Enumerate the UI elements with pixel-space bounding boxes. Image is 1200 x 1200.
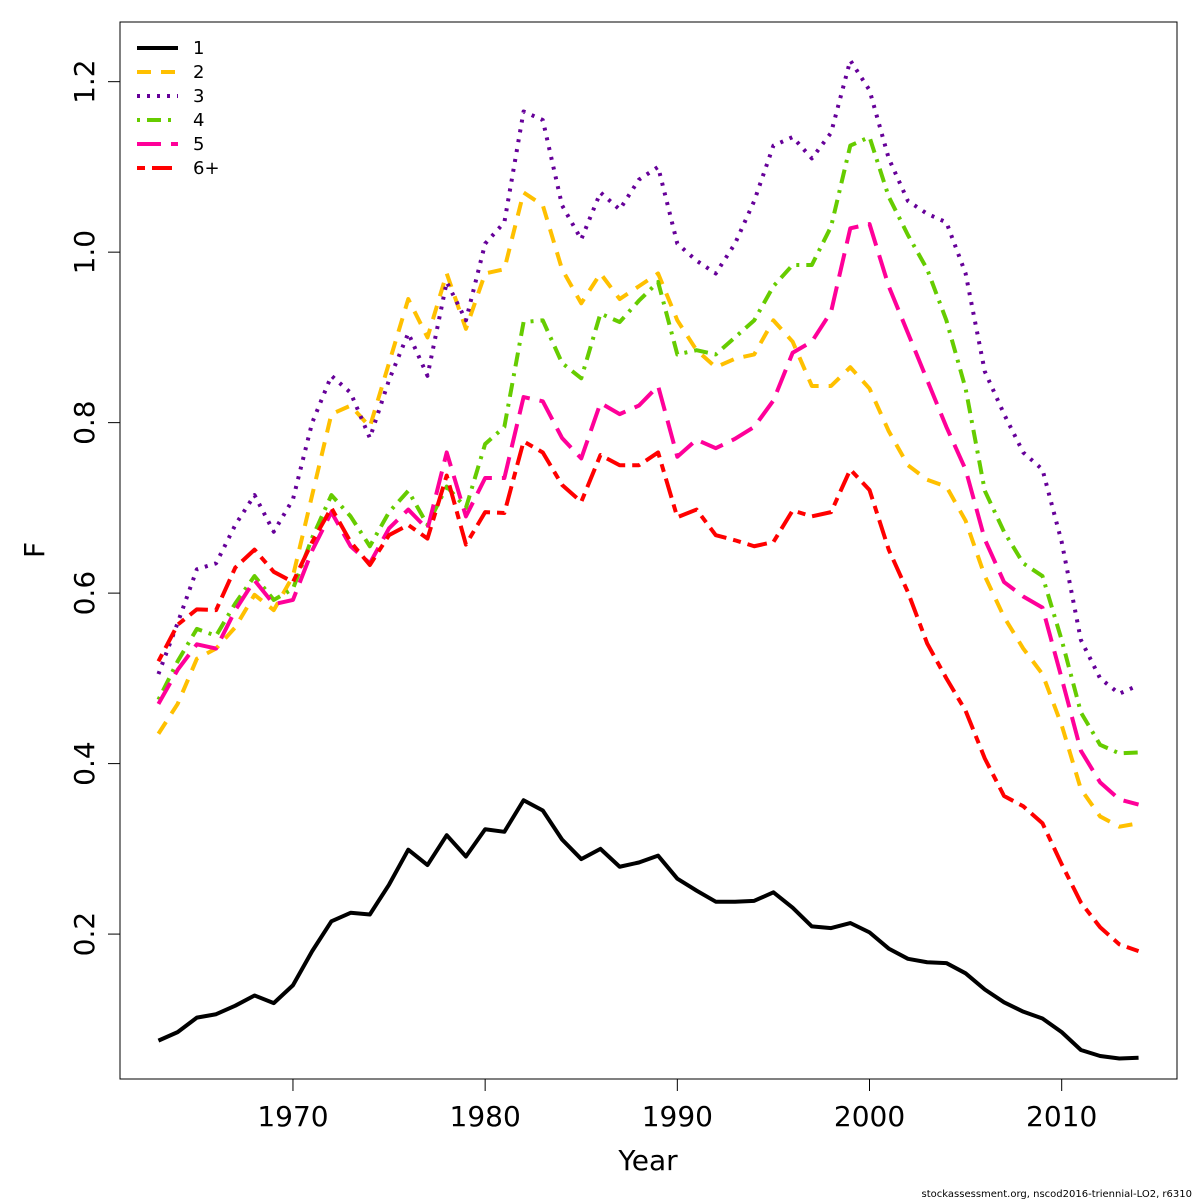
x-axis: 1970 1980 1990 2000 2010 (257, 1078, 1097, 1133)
series-group (156, 58, 1140, 1061)
y-axis-title: F (18, 542, 51, 558)
y-axis: 0.2 0.4 0.6 0.8 1.0 1.2 (68, 59, 121, 957)
series-line-2 (156, 190, 1139, 829)
legend-label: 3 (193, 86, 204, 107)
x-tick-label: 1990 (642, 1100, 713, 1133)
x-tick-label: 2000 (834, 1100, 905, 1133)
legend-label: 1 (193, 38, 204, 59)
x-tick-label: 2010 (1026, 1100, 1097, 1133)
y-tick-label: 0.2 (68, 912, 101, 957)
plot-frame (119, 21, 1178, 1080)
footer-credit: stockassessment.org, nscod2016-triennial… (922, 1189, 1192, 1200)
y-tick-label: 1.2 (68, 59, 101, 104)
series-line-5 (156, 222, 1140, 807)
y-tick-label: 1.0 (68, 230, 101, 275)
legend-label: 4 (193, 110, 204, 131)
series-line-3 (156, 58, 1140, 696)
y-tick-label: 0.8 (68, 400, 101, 445)
legend: 1 2 3 4 5 6+ (137, 38, 220, 179)
y-tick-label: 0.6 (68, 571, 101, 616)
series-line-6 (156, 439, 1140, 954)
y-tick-label: 0.4 (68, 741, 101, 786)
series-line-4 (156, 135, 1139, 756)
series-line-1 (157, 798, 1139, 1061)
x-axis-title: Year (617, 1144, 678, 1177)
x-tick-label: 1980 (450, 1100, 521, 1133)
legend-label: 5 (193, 134, 204, 155)
legend-label: 6+ (193, 158, 220, 179)
legend-label: 2 (193, 62, 204, 83)
x-tick-label: 1970 (257, 1100, 328, 1133)
